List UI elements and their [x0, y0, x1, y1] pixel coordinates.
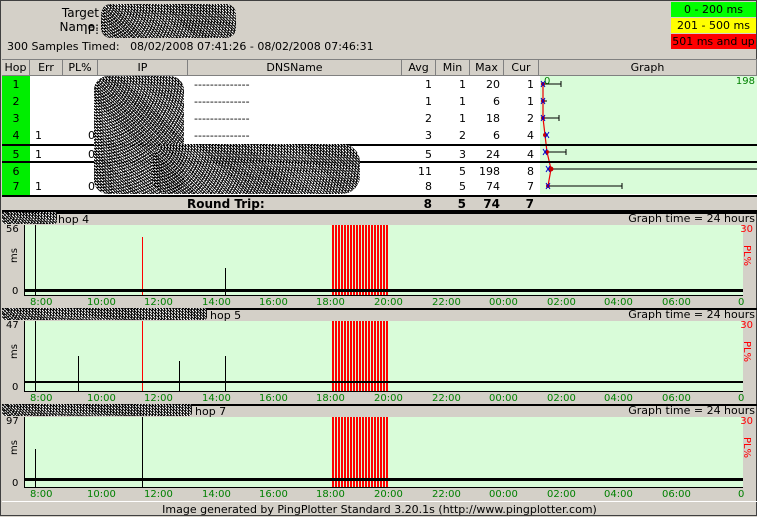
graph-title: hop 7 [2, 404, 757, 418]
round-trip-label: Round Trip: [187, 197, 265, 211]
table-row[interactable]: 3 -------------- 2 1 18 2 [2, 110, 757, 127]
legend-red: 501 ms and up [671, 34, 756, 49]
col-hop[interactable]: Hop [2, 60, 30, 76]
table-row[interactable]: 1 -------------- 1 1 20 1 [2, 76, 757, 93]
x-axis: 8:00 10:00 12:00 14:00 16:00 18:00 20:00 22:00 0… [30, 393, 745, 404]
table-row[interactable]: 4 1 0 -------------- 3 2 6 4 [2, 127, 757, 144]
table-row[interactable]: 2 -------------- 1 1 6 1 [2, 93, 757, 110]
col-min[interactable]: Min [436, 60, 470, 76]
trace-table: Hop Err PL% IP DNSName Avg Min Max Cur G… [2, 59, 757, 212]
col-avg[interactable]: Avg [402, 60, 436, 76]
table-row[interactable]: 7 1 0 8 5 74 7 [2, 178, 757, 195]
col-err[interactable]: Err [30, 60, 63, 76]
graph-title: hop 5 [2, 308, 757, 322]
x-axis: 8:00 10:00 12:00 14:00 16:00 18:00 20:00 22:00 0… [30, 297, 745, 308]
table-row[interactable]: 5 1 0 5 3 24 4 [2, 144, 757, 163]
table-row[interactable]: 6 11 5 198 8 [2, 161, 757, 180]
latency-plot [24, 321, 743, 392]
col-dnsname[interactable]: DNSName [188, 60, 402, 76]
round-trip-row: Round Trip: 8 5 74 7 [2, 195, 757, 212]
legend-green: 0 - 200 ms [671, 2, 756, 17]
graph-title: hop 4 [2, 212, 757, 226]
col-cur[interactable]: Cur [504, 60, 539, 76]
footer-credit: Image generated by PingPlotter Standard … [2, 501, 757, 516]
legend-yellow: 201 - 500 ms [671, 18, 756, 33]
latency-graph-column: 0 198 [540, 76, 757, 194]
redacted-dnsnames [152, 144, 360, 194]
hop-latency-plot [540, 80, 757, 190]
time-graph-hop7: hop 7 Graph time = 24 hours 97 ms 0 30 P… [2, 404, 757, 500]
graph-time: Graph time = 24 hours [628, 212, 755, 225]
latency-plot [24, 225, 743, 296]
samples-timed: 300 Samples Timed: 08/02/2008 07:41:26 -… [7, 40, 374, 53]
time-graph-hop5: hop 5 Graph time = 24 hours 47 ms 0 30 P… [2, 308, 757, 404]
col-ip[interactable]: IP [98, 60, 188, 76]
ip-label: IP: [84, 23, 99, 37]
col-max[interactable]: Max [470, 60, 504, 76]
graph-time: Graph time = 24 hours [628, 404, 755, 417]
x-axis: 8:00 10:00 12:00 14:00 16:00 18:00 20:00 22:00 0… [30, 489, 745, 500]
target-name-label: Target Name: [59, 6, 99, 34]
latency-plot [24, 417, 743, 488]
redacted-target [101, 4, 236, 38]
graph-scale-max: 198 [735, 76, 755, 87]
graph-scale-min: 0 [544, 76, 551, 87]
col-pl[interactable]: PL% [63, 60, 98, 76]
time-graph-hop4: hop 4 Graph time = 24 hours 56 ms 0 30 P… [2, 212, 757, 308]
graph-time: Graph time = 24 hours [628, 308, 755, 321]
col-graph[interactable]: Graph [539, 60, 757, 76]
